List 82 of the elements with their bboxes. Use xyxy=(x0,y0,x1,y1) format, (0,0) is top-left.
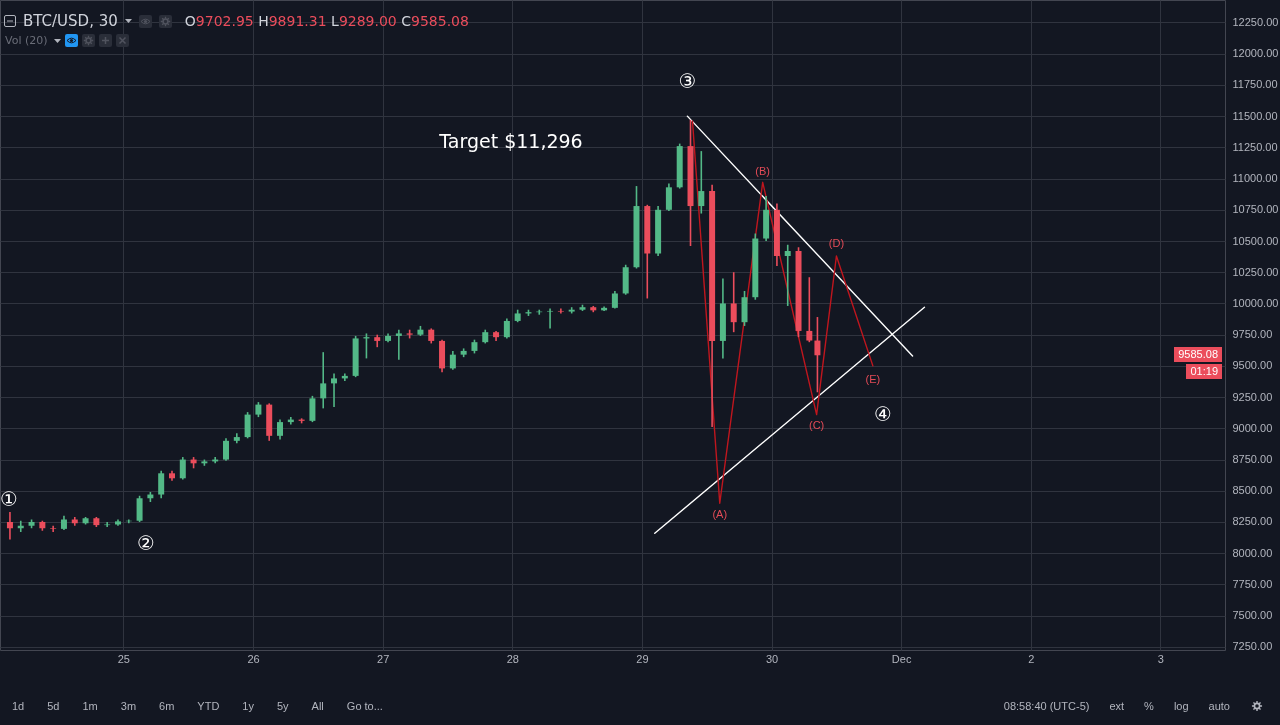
text: log xyxy=(1173,700,1189,712)
y-tick-label: 7750.00 xyxy=(1232,577,1273,590)
candlestick xyxy=(395,328,402,361)
annotation: 01:19 xyxy=(1186,364,1222,380)
text: O9702.95 H9891.31 L9289.00 C9585.08 xyxy=(184,13,469,29)
candlestick xyxy=(665,182,672,212)
y-tick-label: 11750.00 xyxy=(1232,78,1278,91)
annotation: (B) xyxy=(755,165,771,178)
y-tick-label: 9750.00 xyxy=(1232,328,1273,341)
annotation: ④ xyxy=(874,402,892,426)
y-tick-label: 10250.00 xyxy=(1232,265,1279,278)
candlestick xyxy=(698,150,705,215)
text: 3m xyxy=(120,700,137,712)
y-tick-label: 8500.00 xyxy=(1232,484,1273,497)
annotation: Vol (20) xyxy=(5,34,48,47)
annotation: ② xyxy=(137,531,155,555)
y-tick-label: 11250.00 xyxy=(1232,140,1278,153)
candlestick xyxy=(784,243,791,307)
candlestick xyxy=(244,411,251,440)
annotation: (E) xyxy=(865,372,881,385)
candlestick xyxy=(806,276,813,343)
candlestick xyxy=(6,511,13,541)
y-tick-label: 12000.00 xyxy=(1232,47,1279,60)
y-tick-label: 9000.00 xyxy=(1232,421,1273,434)
y-tick-label: 8000.00 xyxy=(1232,546,1273,559)
candlestick xyxy=(223,437,229,462)
annotation: ① xyxy=(0,487,18,511)
candlestick xyxy=(277,418,284,441)
x-tick-label: 28 xyxy=(506,652,519,665)
text: All xyxy=(311,700,324,712)
x-tick-label: 26 xyxy=(247,652,260,665)
candlestick xyxy=(331,372,338,408)
y-tick-label: 10500.00 xyxy=(1232,234,1279,247)
text: Go to... xyxy=(346,700,383,712)
y-tick-label: 8750.00 xyxy=(1232,453,1273,466)
candlestick xyxy=(449,350,456,371)
x-tick-label: Dec xyxy=(891,652,912,665)
x-tick-label: 25 xyxy=(117,652,130,665)
candlestick xyxy=(50,524,57,533)
text: auto xyxy=(1208,700,1230,712)
x-tick-label: 27 xyxy=(377,652,390,665)
text: % xyxy=(1144,700,1154,712)
x-tick-label: 3 xyxy=(1157,652,1164,665)
candlestick xyxy=(136,494,143,523)
y-tick-label: 10000.00 xyxy=(1232,296,1279,309)
annotation: (A) xyxy=(712,508,728,521)
candlestick xyxy=(158,470,165,500)
annotation: (C) xyxy=(808,418,825,431)
y-tick-label: 11500.00 xyxy=(1232,109,1278,122)
text: 08:58:40 (UTC-5) xyxy=(1003,700,1090,712)
x-tick-label: 29 xyxy=(636,652,649,665)
candlestick xyxy=(309,395,316,423)
candlestick xyxy=(104,521,111,528)
y-tick-label: 12250.00 xyxy=(1232,15,1279,28)
candlestick xyxy=(557,307,564,315)
y-tick-label: 7250.00 xyxy=(1232,640,1273,653)
y-tick-label: 7500.00 xyxy=(1232,609,1273,622)
annotation: (D) xyxy=(828,237,845,249)
y-tick-label: 9250.00 xyxy=(1232,390,1273,403)
y-tick-label: 9500.00 xyxy=(1232,359,1273,372)
x-tick-label: 30 xyxy=(765,652,779,665)
y-tick-label: 10750.00 xyxy=(1232,203,1279,216)
candlestick xyxy=(730,271,737,333)
text: 1y xyxy=(242,700,254,712)
y-tick-label: 11000.00 xyxy=(1232,172,1278,185)
candlestick xyxy=(503,317,510,340)
y-tick-label: 8250.00 xyxy=(1232,515,1273,528)
text: 5y xyxy=(276,700,289,712)
text: 1m xyxy=(82,700,98,712)
text: 6m xyxy=(159,700,175,712)
text: 1d xyxy=(12,700,25,712)
text: BTC/USD, 30 xyxy=(23,12,118,30)
candlestick xyxy=(547,307,554,330)
annotation: Target $11,296 xyxy=(439,129,583,152)
text: ext xyxy=(1109,700,1125,712)
candlestick xyxy=(179,456,186,481)
text: 5d xyxy=(47,700,60,712)
annotation: ③ xyxy=(678,69,697,94)
text: YTD xyxy=(197,700,220,712)
candlestick xyxy=(320,351,327,410)
annotation: 9585.08 xyxy=(1174,347,1222,363)
x-tick-label: 2 xyxy=(1028,652,1035,665)
